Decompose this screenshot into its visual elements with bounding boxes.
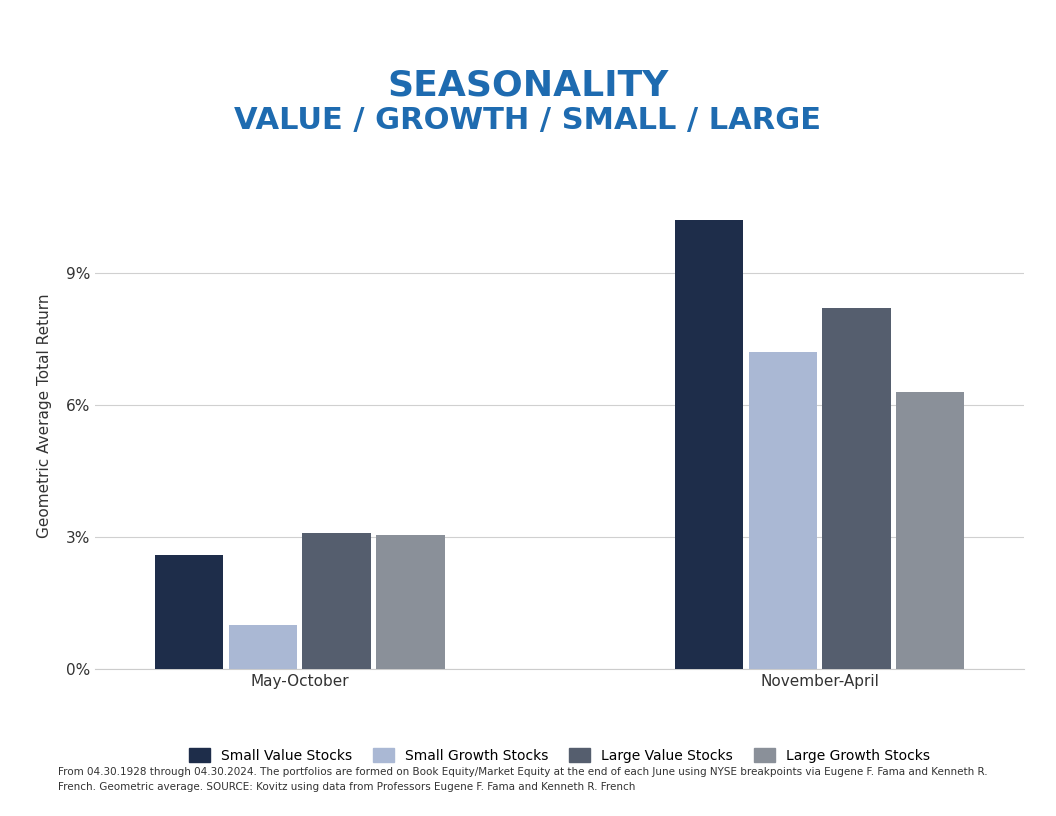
Bar	[155, 555, 224, 669]
Bar	[376, 535, 445, 669]
Text: VALUE / GROWTH / SMALL / LARGE: VALUE / GROWTH / SMALL / LARGE	[234, 105, 822, 135]
Text: THE PRUDENT SPECULATOR: THE PRUDENT SPECULATOR	[32, 27, 377, 47]
Text: ««: ««	[994, 23, 1030, 51]
Text: French. Geometric average. SOURCE: Kovitz using data from Professors Eugene F. F: French. Geometric average. SOURCE: Kovit…	[58, 782, 636, 792]
Bar	[895, 392, 964, 669]
Text: From 04.30.1928 through 04.30.2024. The portfolios are formed on Book Equity/Mar: From 04.30.1928 through 04.30.2024. The …	[58, 767, 987, 777]
Bar	[675, 220, 743, 669]
Bar	[302, 533, 371, 669]
Y-axis label: Geometric Average Total Return: Geometric Average Total Return	[37, 294, 52, 539]
Bar	[823, 308, 891, 669]
Legend: Small Value Stocks, Small Growth Stocks, Large Value Stocks, Large Growth Stocks: Small Value Stocks, Small Growth Stocks,…	[184, 743, 936, 769]
Bar	[749, 353, 817, 669]
Text: SEASONALITY: SEASONALITY	[388, 68, 668, 102]
Bar	[228, 625, 297, 669]
